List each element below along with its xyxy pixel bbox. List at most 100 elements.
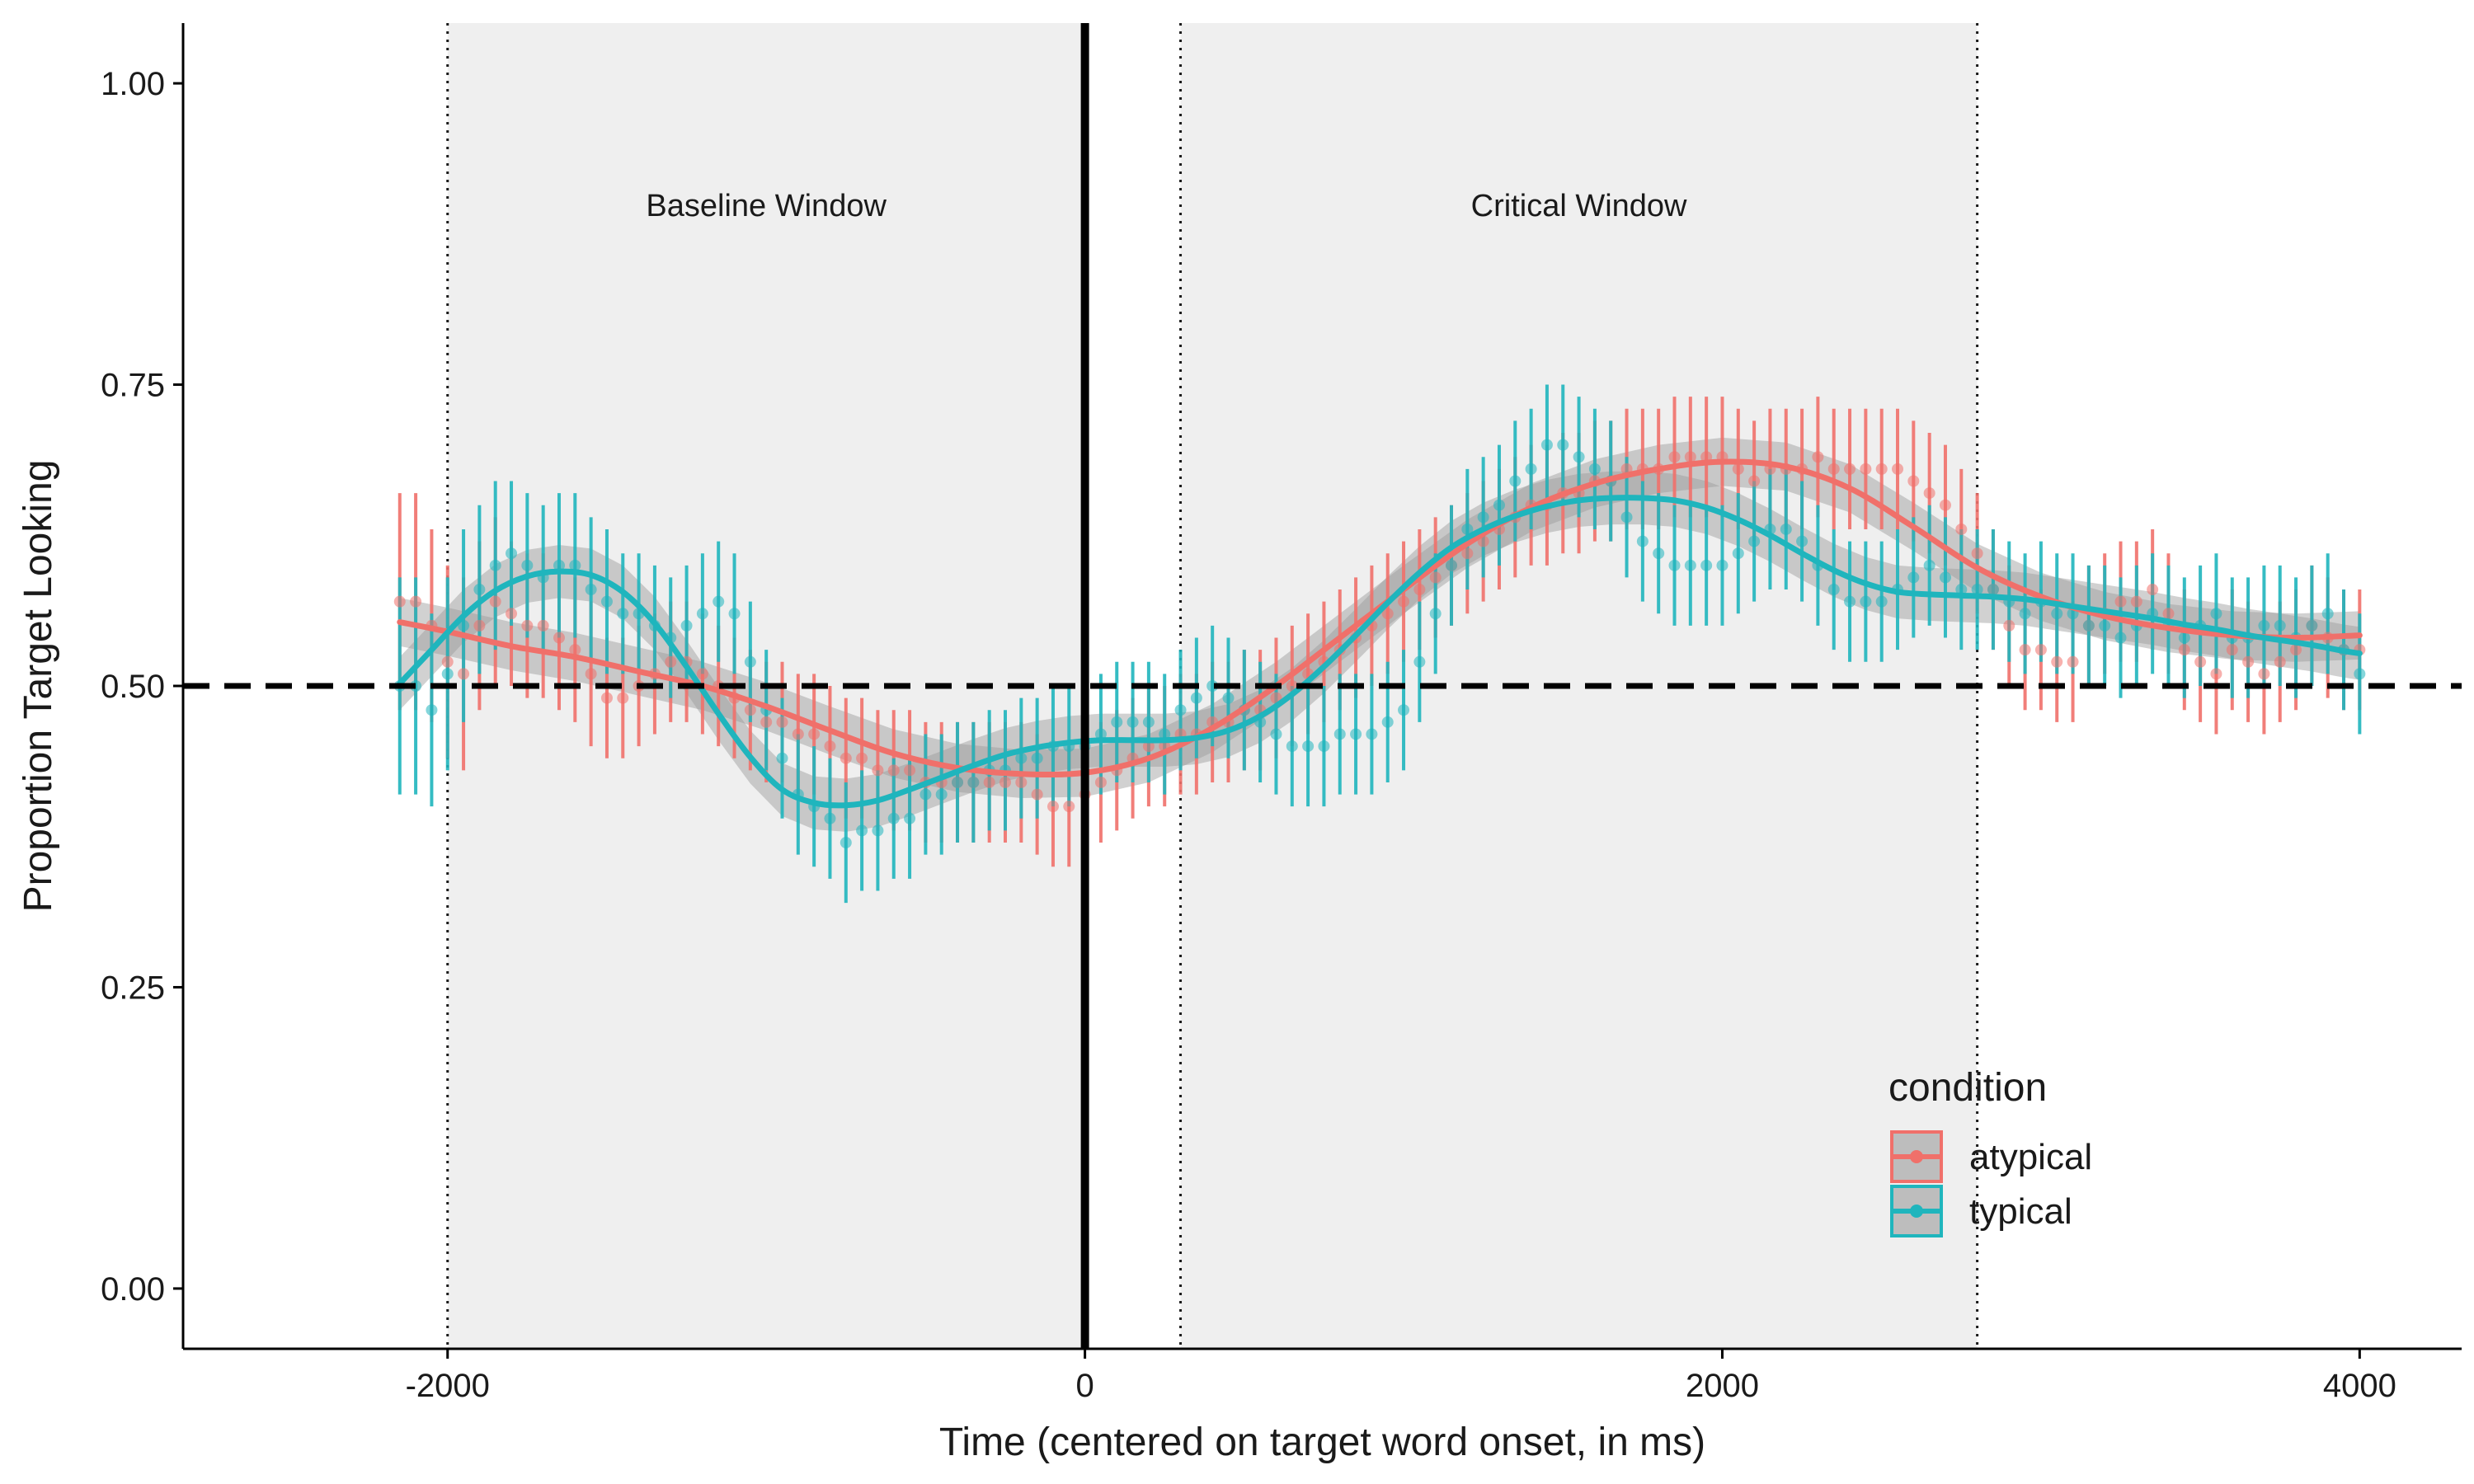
data-point bbox=[521, 559, 534, 571]
data-point bbox=[1620, 511, 1633, 524]
data-point bbox=[2162, 608, 2175, 620]
data-point bbox=[521, 619, 534, 632]
data-point bbox=[1812, 451, 1824, 463]
data-point bbox=[2242, 655, 2255, 668]
data-point bbox=[1509, 475, 1522, 487]
data-point bbox=[1381, 716, 1394, 728]
data-point bbox=[1094, 728, 1107, 740]
data-point bbox=[1350, 728, 1362, 740]
data-point bbox=[1031, 788, 1043, 801]
data-point bbox=[1955, 584, 1968, 596]
data-point bbox=[840, 837, 852, 849]
data-point bbox=[2290, 644, 2302, 656]
data-point bbox=[1668, 559, 1681, 571]
data-point bbox=[2274, 655, 2286, 668]
data-point bbox=[2178, 632, 2190, 644]
data-point bbox=[553, 559, 565, 571]
data-point bbox=[489, 595, 501, 608]
data-point bbox=[1461, 523, 1474, 535]
data-point bbox=[1923, 559, 1935, 571]
data-point bbox=[1907, 571, 1920, 584]
confidence-band bbox=[399, 471, 2360, 832]
y-axis-title: Proportion Target Looking bbox=[16, 460, 60, 913]
data-point bbox=[1827, 584, 1840, 596]
data-point bbox=[696, 668, 708, 680]
data-point bbox=[410, 595, 422, 608]
data-point bbox=[1907, 475, 1920, 487]
data-point bbox=[1700, 559, 1713, 571]
data-point bbox=[2321, 608, 2334, 620]
data-point bbox=[2019, 608, 2031, 620]
data-point bbox=[2147, 584, 2159, 596]
data-point bbox=[553, 632, 565, 644]
data-point bbox=[1318, 740, 1330, 753]
data-point bbox=[2114, 632, 2127, 644]
data-point bbox=[2354, 668, 2366, 680]
data-point bbox=[585, 584, 597, 596]
data-point bbox=[1286, 740, 1298, 753]
data-point bbox=[1540, 439, 1553, 451]
data-point bbox=[1955, 523, 1968, 535]
data-point bbox=[1875, 595, 1888, 608]
data-point bbox=[904, 812, 916, 824]
data-point bbox=[2210, 668, 2222, 680]
data-point bbox=[792, 728, 804, 740]
data-point bbox=[473, 584, 486, 596]
y-tick-label: 1.00 bbox=[101, 66, 165, 102]
data-point bbox=[2051, 655, 2063, 668]
data-point bbox=[904, 764, 916, 777]
data-point bbox=[393, 595, 406, 608]
window-labels: Baseline Window Critical Window bbox=[646, 189, 1687, 223]
data-point bbox=[680, 619, 693, 632]
confidence-bands bbox=[399, 437, 2360, 832]
data-point bbox=[617, 608, 629, 620]
smooth-lines bbox=[397, 458, 2363, 809]
data-point bbox=[1653, 547, 1665, 560]
data-point bbox=[489, 559, 501, 571]
data-point bbox=[887, 764, 900, 777]
x-tick-label: 0 bbox=[1075, 1368, 1094, 1404]
legend-items: atypical typical bbox=[1890, 1130, 2092, 1237]
legend: condition atypical typical bbox=[1888, 1066, 2092, 1237]
data-point bbox=[952, 776, 964, 788]
data-point bbox=[2034, 644, 2047, 656]
data-point bbox=[458, 668, 470, 680]
data-point bbox=[1860, 463, 1872, 475]
data-point bbox=[1094, 776, 1107, 788]
legend-label: typical bbox=[1969, 1191, 2072, 1232]
data-point bbox=[1381, 608, 1394, 620]
data-point bbox=[617, 692, 629, 704]
y-tick-label: 0.00 bbox=[101, 1271, 165, 1308]
data-point bbox=[1588, 463, 1601, 475]
data-point bbox=[1142, 740, 1155, 753]
data-point bbox=[1190, 692, 1202, 704]
data-point bbox=[744, 704, 756, 716]
reference-lines bbox=[183, 23, 2462, 1349]
smooth-line bbox=[397, 495, 2363, 809]
data-point bbox=[2099, 619, 2111, 632]
y-tick-label: 0.25 bbox=[101, 970, 165, 1006]
data-point bbox=[1716, 559, 1729, 571]
data-point bbox=[2306, 619, 2318, 632]
data-point bbox=[585, 668, 597, 680]
data-point bbox=[1748, 475, 1761, 487]
data-point bbox=[776, 752, 788, 764]
data-point bbox=[2258, 619, 2270, 632]
data-point bbox=[1748, 535, 1761, 547]
data-point bbox=[744, 655, 756, 668]
data-point bbox=[856, 752, 868, 764]
data-point bbox=[713, 595, 725, 608]
data-point bbox=[1939, 571, 1951, 584]
axes: 0.00 0.25 0.50 0.75 1.00 -2000 0 2000 4000 bbox=[101, 23, 2462, 1404]
data-point bbox=[808, 728, 821, 740]
data-point bbox=[2019, 644, 2031, 656]
data-point bbox=[1366, 728, 1378, 740]
data-point bbox=[1413, 655, 1426, 668]
data-point bbox=[1159, 728, 1171, 740]
data-point bbox=[872, 824, 884, 837]
data-point bbox=[840, 752, 852, 764]
data-point bbox=[887, 812, 900, 824]
data-point bbox=[983, 776, 995, 788]
legend-item: typical bbox=[1890, 1185, 2072, 1237]
